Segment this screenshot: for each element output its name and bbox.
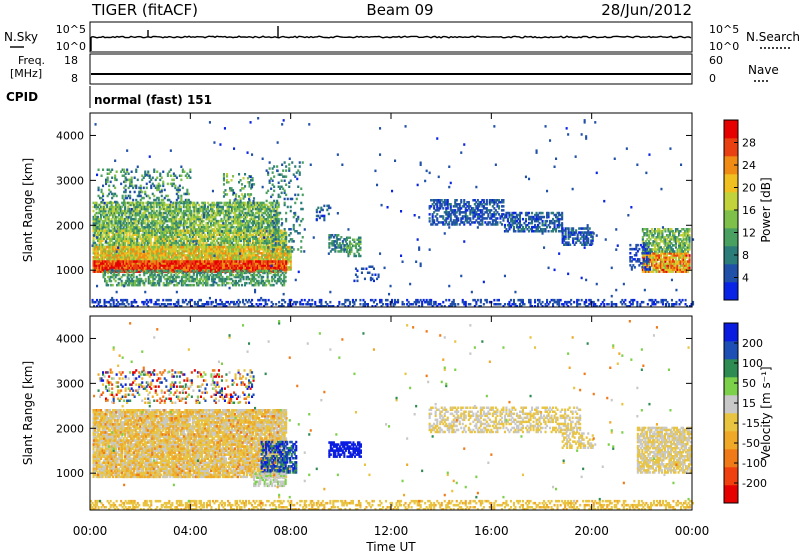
power-cell [230, 216, 232, 219]
power-cell [190, 210, 192, 213]
power-cell [170, 272, 172, 275]
power-cell [285, 260, 287, 263]
noise-left-tick-bottom: 10^0 [56, 40, 86, 53]
power-cell [113, 270, 115, 273]
power-cell [93, 210, 95, 213]
power-cell [251, 230, 253, 233]
noise-search-label: N.Search [746, 30, 800, 44]
power-cell [140, 270, 142, 273]
beam-title: Beam 09 [366, 1, 433, 19]
power-cell [124, 274, 126, 277]
power-cell [112, 284, 114, 287]
power-cell [212, 270, 214, 273]
power-cell [121, 270, 123, 273]
power-cell [203, 272, 205, 275]
power-cell [178, 276, 180, 279]
power-cell [167, 270, 169, 273]
power-cell [278, 226, 280, 229]
nave-label: Nave [748, 63, 779, 77]
power-cell [112, 202, 114, 205]
power-cell [220, 202, 222, 205]
noise-right-tick-top: 10^5 [709, 23, 739, 36]
power-cell [204, 202, 206, 205]
power-cell [106, 280, 108, 283]
power-cell [202, 220, 204, 223]
nave-tick-bottom: 0 [709, 72, 716, 85]
cpid-label: CPID [6, 90, 38, 104]
power-cell [238, 284, 240, 287]
power-cell [208, 270, 210, 273]
power-cell [139, 274, 141, 277]
power-cell [118, 282, 120, 285]
noise-left-tick-top: 10^5 [56, 23, 86, 36]
power-cell [136, 270, 138, 273]
power-cell [188, 272, 190, 275]
noise-trace [91, 36, 691, 38]
power-cell [228, 282, 230, 285]
power-cell [107, 284, 109, 287]
freq-tick-bottom: 8 [71, 72, 78, 85]
freq-label: Freq. [18, 54, 45, 67]
power-cell [110, 280, 112, 283]
power-cell [96, 244, 98, 247]
power-cell [121, 280, 123, 283]
power-cell [145, 278, 147, 281]
power-cell [231, 270, 233, 273]
power-cell [193, 284, 195, 287]
power-cell [246, 282, 248, 285]
power-cell [180, 206, 182, 209]
freq-panel-frame [90, 54, 692, 84]
cpid-value: normal (fast) 151 [94, 93, 212, 107]
power-cell [193, 270, 195, 273]
noise-right-tick-bottom: 10^0 [709, 40, 739, 53]
power-cell [246, 270, 248, 273]
power-cell [104, 270, 106, 273]
power-cell [118, 270, 120, 273]
power-cell [115, 280, 117, 283]
freq-tick-top: 18 [64, 54, 78, 67]
date-title: 28/Jun/2012 [601, 1, 692, 19]
freq-unit-label: [MHz] [10, 67, 42, 80]
noise-sky-label: N.Sky [4, 30, 38, 44]
power-cell [241, 284, 243, 287]
station-title: TIGER (fitACF) [91, 1, 198, 19]
power-cell [175, 246, 177, 249]
power-cell [218, 284, 220, 287]
power-cell [142, 202, 144, 205]
nave-tick-top: 60 [709, 54, 723, 67]
power-cell [221, 270, 223, 273]
power-cell [243, 276, 245, 279]
